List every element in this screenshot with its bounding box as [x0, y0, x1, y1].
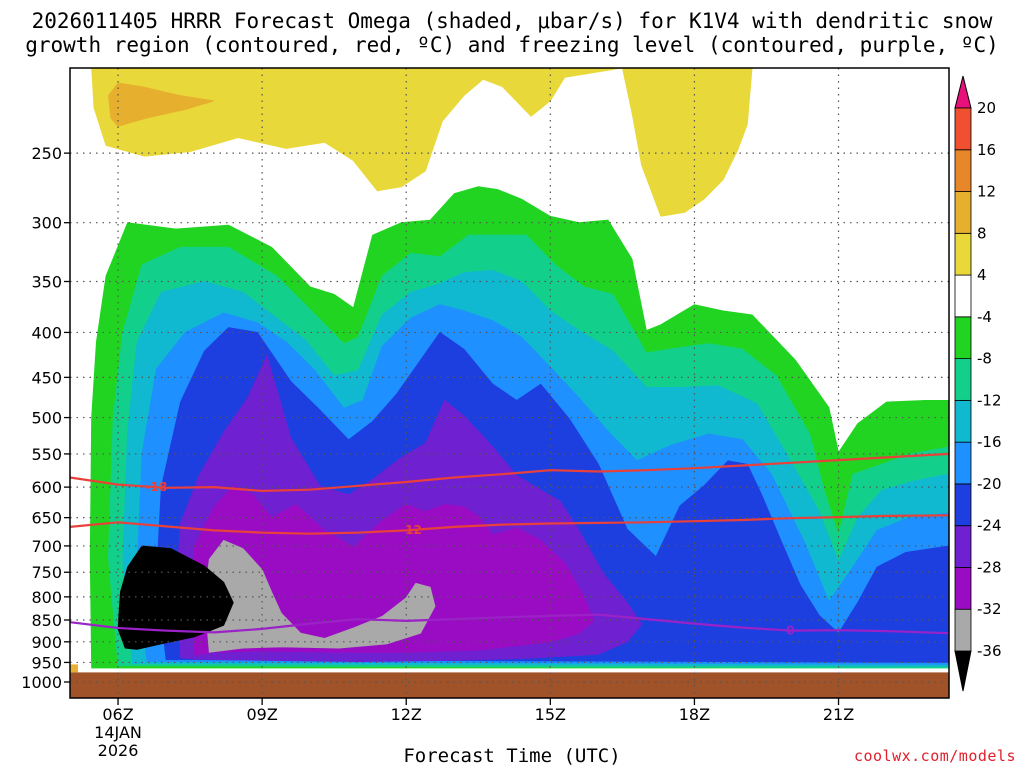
- contour-label-dgz-12: -12: [400, 523, 422, 537]
- contour-label-dgz-18: -18: [146, 480, 168, 494]
- colorbar-label-16: 16: [977, 141, 996, 159]
- plot-frame: [69, 67, 950, 699]
- colorbar-label-8: 8: [977, 224, 987, 242]
- colorbar-label--24: -24: [977, 517, 1002, 535]
- chart-title-line-1: 2026011405 HRRR Forecast Omega (shaded, …: [31, 9, 993, 33]
- omega-field-10: [117, 545, 234, 650]
- x-date-label-0: 14JAN: [94, 723, 142, 742]
- y-axis: 250 300 350 400 450 500 550 600 650 700 750 800 850 9…: [21, 144, 70, 692]
- colorbar-segment-11: [954, 191, 972, 234]
- colorbar-segment-4: [954, 483, 972, 527]
- y-tick-label-900: 900: [31, 633, 62, 652]
- y-tick-label-400: 400: [31, 323, 62, 342]
- y-tick-label-950: 950: [31, 653, 62, 672]
- colorbar-segment-1: [954, 608, 972, 652]
- shaded-fields: [89, 68, 949, 669]
- colorbar-extend-high: [954, 75, 972, 109]
- colorbar-label--32: -32: [977, 600, 1002, 618]
- ground-layer: [70, 664, 949, 698]
- colorbar-segment-10: [954, 232, 972, 276]
- y-tick-label-650: 650: [31, 509, 62, 528]
- colorbar-label--28: -28: [977, 558, 1002, 576]
- contour-lines: -18 -12 0: [70, 452, 949, 638]
- x-date-label-1: 2026: [98, 741, 139, 760]
- colorbar-label--20: -20: [977, 475, 1002, 493]
- omega-field-1: [107, 82, 215, 127]
- grid-lines: [70, 68, 949, 698]
- surface-marker: [70, 664, 78, 673]
- colorbar-legend: -36 -32 -28 -24 -20 -16 -12 -8 -4 4 8 12 16 20: [954, 75, 1002, 692]
- contour-dgz-18: [70, 452, 949, 492]
- x-tick-label-21Z: 21Z: [823, 705, 854, 724]
- y-tick-label-500: 500: [31, 409, 62, 428]
- colorbar-label--16: -16: [977, 433, 1002, 451]
- colorbar-segment-3: [954, 525, 972, 568]
- colorbar-segment-7: [954, 358, 972, 401]
- colorbar-label--12: -12: [977, 391, 1002, 409]
- y-tick-label-250: 250: [31, 144, 62, 163]
- colorbar-segment-13: [954, 107, 972, 151]
- colorbar-label--36: -36: [977, 642, 1002, 660]
- colorbar-segment-5: [954, 441, 972, 485]
- site-credit[interactable]: coolwx.com/models: [853, 747, 1016, 765]
- colorbar-label-4: 4: [977, 266, 987, 284]
- ground-fill: [70, 672, 949, 698]
- x-tick-label-15Z: 15Z: [535, 705, 566, 724]
- surface-gap: [70, 668, 949, 673]
- colorbar-segment-12: [954, 149, 972, 192]
- y-tick-label-750: 750: [31, 563, 62, 582]
- y-tick-label-600: 600: [31, 478, 62, 497]
- x-tick-label-06Z: 06Z: [102, 705, 133, 724]
- omega-field-9: [204, 539, 436, 653]
- x-tick-label-12Z: 12Z: [391, 705, 422, 724]
- omega-field-8: [189, 485, 595, 656]
- y-tick-label-700: 700: [31, 537, 62, 556]
- colorbar-segment-2: [954, 567, 972, 610]
- y-tick-label-300: 300: [31, 214, 62, 233]
- x-tick-label-09Z: 09Z: [246, 705, 277, 724]
- colorbar-label-12: 12: [977, 183, 996, 201]
- colorbar-label--4: -4: [977, 308, 992, 326]
- y-tick-label-800: 800: [31, 588, 62, 607]
- x-axis-label: Forecast Time (UTC): [403, 745, 621, 767]
- colorbar-label-20: 20: [977, 99, 996, 117]
- contour-freezing-0: [70, 613, 949, 635]
- colorbar-segment-6: [954, 399, 972, 443]
- y-tick-label-850: 850: [31, 611, 62, 630]
- colorbar-segment-8: [954, 316, 972, 360]
- contour-dgz-12: [70, 514, 949, 535]
- y-tick-label-450: 450: [31, 368, 62, 387]
- chart-title-line-2: growth region (contoured, red, ºC) and f…: [25, 33, 999, 57]
- y-tick-label-1000: 1000: [21, 673, 62, 692]
- contour-label-freezing-0: 0: [786, 624, 794, 638]
- colorbar-segment-9: [954, 274, 972, 318]
- y-tick-label-350: 350: [31, 272, 62, 291]
- colorbar-extend-low: [954, 650, 972, 692]
- x-tick-label-18Z: 18Z: [679, 705, 710, 724]
- colorbar-label--8: -8: [977, 350, 992, 368]
- y-tick-label-550: 550: [31, 445, 62, 464]
- omega-field-0: [91, 68, 753, 217]
